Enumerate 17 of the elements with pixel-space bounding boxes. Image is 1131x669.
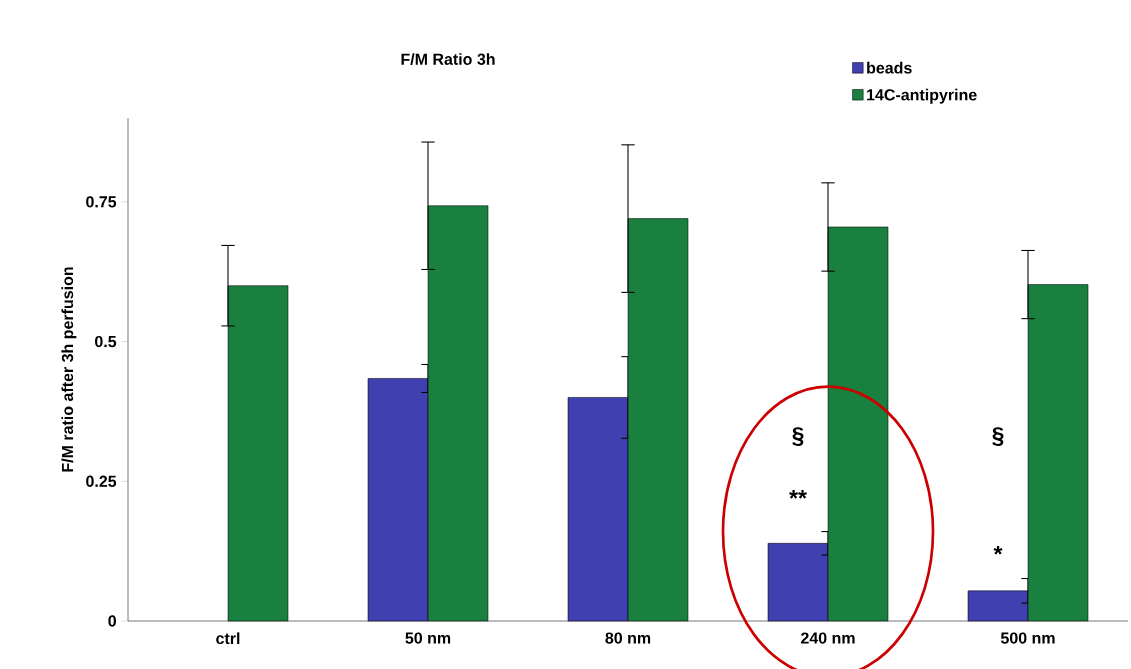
annotation: ** [789,490,807,499]
annotation: § [792,427,804,446]
y-tick-label: 0 [108,615,116,627]
x-tick-label: 50 nm [405,632,451,644]
annotation: * [993,546,1003,555]
y-tick-label: 0.5 [95,335,117,348]
x-tick-label: 500 nm [1000,632,1055,644]
x-tick-label: 240 nm [801,632,855,644]
x-tick-label: 80 nm [605,632,651,644]
legend-label: beads [867,61,912,74]
y-tick-label: 0.25 [86,475,117,487]
chart-title: F/M Ratio 3h [401,53,495,66]
legend-label: 14C-antipyrine [867,88,977,104]
y-tick-label: 0.75 [86,196,117,208]
y-axis-title: F/M ratio after 3h perfusion [61,267,77,472]
x-tick-label: ctrl [216,632,240,645]
annotation: § [992,427,1004,446]
